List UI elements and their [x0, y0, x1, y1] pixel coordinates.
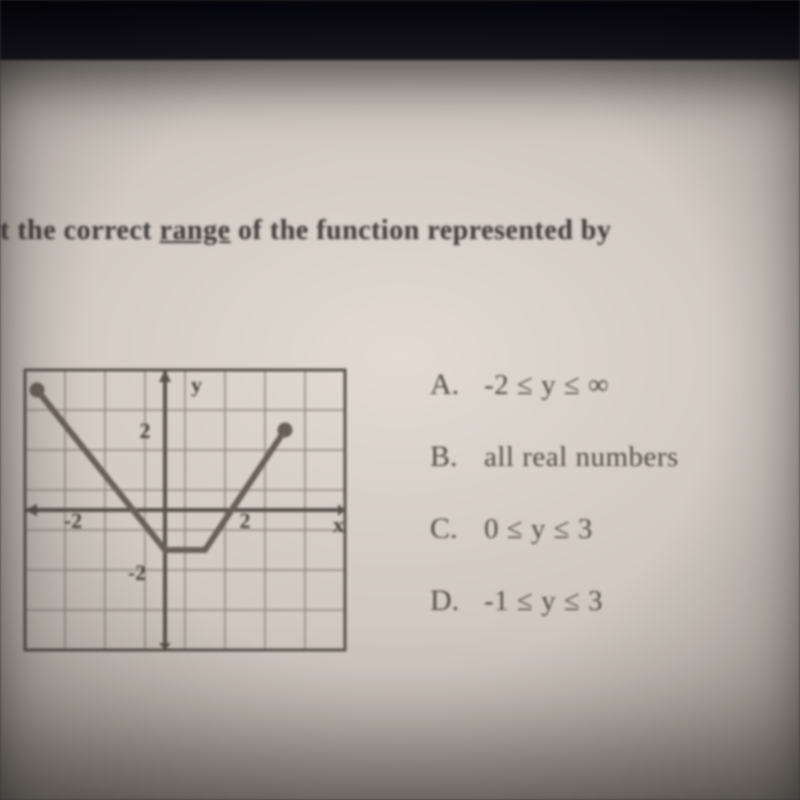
svg-text:-2: -2 — [128, 560, 146, 585]
choice-a: A. -2 ≤ y ≤ ∞ — [430, 370, 800, 400]
choice-text: -1 ≤ y ≤ 3 — [484, 587, 603, 616]
question-underlined-word: range — [160, 215, 231, 246]
choice-letter: A. — [430, 370, 484, 400]
worksheet-paper: t the correct range of the function repr… — [0, 60, 800, 800]
coordinate-graph: y x 2 -2 2 -2 — [20, 365, 350, 665]
question-text: t the correct range of the function repr… — [0, 215, 800, 247]
question-prefix: t the correct — [0, 215, 160, 246]
choice-text: -2 ≤ y ≤ ∞ — [484, 371, 609, 400]
choice-letter: D. — [430, 586, 484, 616]
question-suffix: of the function represented by — [231, 215, 612, 246]
svg-text:y: y — [191, 372, 202, 397]
choice-letter: C. — [430, 514, 484, 544]
svg-text:2: 2 — [240, 508, 251, 533]
choice-b: B. all real numbers — [430, 442, 800, 472]
svg-text:x: x — [333, 512, 344, 537]
answer-choices: A. -2 ≤ y ≤ ∞ B. all real numbers C. 0 ≤… — [430, 370, 800, 658]
choice-text: 0 ≤ y ≤ 3 — [484, 515, 593, 544]
graph-svg: y x 2 -2 2 -2 — [20, 365, 350, 655]
choice-d: D. -1 ≤ y ≤ 3 — [430, 586, 800, 616]
choice-text: all real numbers — [484, 443, 679, 472]
svg-text:2: 2 — [140, 418, 151, 443]
choice-letter: B. — [430, 442, 484, 472]
choice-c: C. 0 ≤ y ≤ 3 — [430, 514, 800, 544]
svg-text:-2: -2 — [64, 508, 82, 533]
